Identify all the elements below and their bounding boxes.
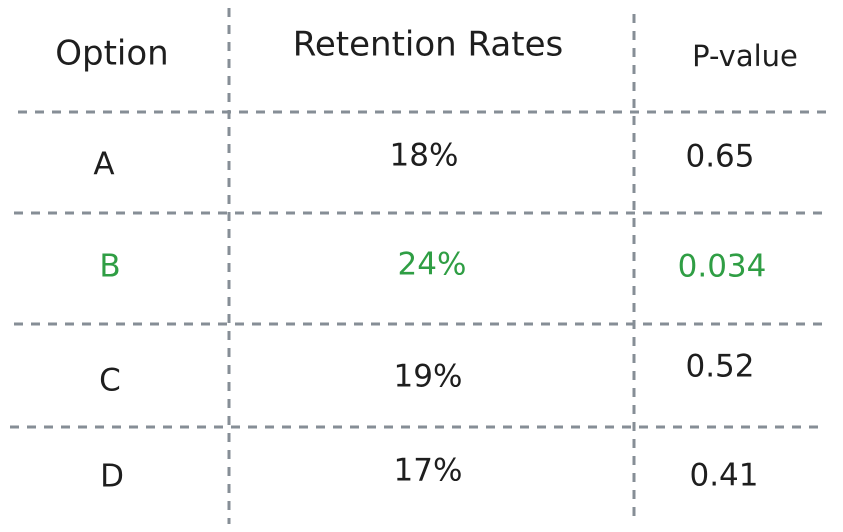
cell: 19%: [394, 359, 463, 395]
header-cell: Retention Rates: [293, 25, 563, 65]
cell: C: [99, 363, 121, 399]
header-cell: Option: [55, 34, 168, 74]
cell: D: [100, 459, 124, 495]
cell: 17%: [394, 453, 463, 489]
cell: 0.52: [685, 349, 754, 385]
cell: B: [99, 249, 120, 285]
cell: 0.41: [689, 458, 758, 494]
header-cell: P-value: [692, 39, 798, 73]
cell: 0.034: [678, 249, 767, 285]
cell: 24%: [398, 247, 467, 283]
cell: 18%: [390, 138, 459, 174]
cell: 0.65: [685, 139, 754, 175]
cell: A: [93, 147, 114, 183]
